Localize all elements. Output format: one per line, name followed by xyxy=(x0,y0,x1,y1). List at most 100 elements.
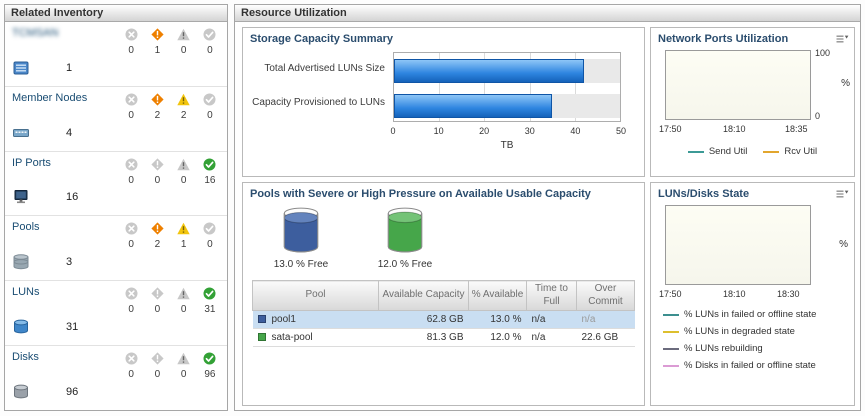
lun-icon xyxy=(12,319,30,335)
pool-table-row[interactable]: sata-pool 81.3 GB 12.0 % n/a 22.6 GB xyxy=(252,328,635,347)
y-tick: 0 xyxy=(815,111,821,121)
y-axis-label: % xyxy=(839,239,848,250)
inventory-row-luns[interactable]: LUNs 31 0 0 0 31 xyxy=(5,281,227,347)
status-warning: 0 xyxy=(171,158,197,214)
inventory-row-pools[interactable]: Pools 3 0 2 1 0 xyxy=(5,216,227,282)
luns-disks-chart: % 17:50 18:10 18:30 % LUNs in failed or … xyxy=(651,203,854,401)
legend-line-swatch xyxy=(763,150,780,153)
resource-utilization-header: Resource Utilization xyxy=(235,5,860,22)
pool-gauge: 12.0 % Free xyxy=(363,205,447,270)
legend-item-disks-failed: % Disks in failed or offline state xyxy=(663,360,816,371)
warning-icon xyxy=(177,93,190,106)
inventory-count: 31 xyxy=(66,321,79,334)
column-header-over-commit[interactable]: Over Commit xyxy=(576,280,635,311)
inventory-item-label[interactable]: IP Ports xyxy=(12,156,51,169)
gridline xyxy=(574,53,576,121)
inventory-row-disks[interactable]: Disks 96 0 0 0 96 xyxy=(5,346,227,410)
luns-disks-state-box: LUNs/Disks State % 17:50 18:10 18:30 % L… xyxy=(650,182,855,406)
column-header-available-capacity[interactable]: Available Capacity xyxy=(378,280,469,311)
critical-icon xyxy=(125,93,138,106)
x-axis-label: TB xyxy=(500,140,514,151)
inventory-item-label[interactable]: Disks xyxy=(12,351,39,364)
legend-label: Rcv Util xyxy=(784,146,818,157)
chart-options-icon[interactable] xyxy=(835,33,849,45)
status-count: 0 xyxy=(180,174,187,186)
critical-icon xyxy=(125,222,138,235)
legend-label: % LUNs in degraded state xyxy=(684,326,795,337)
inventory-item-label[interactable]: TCMSAN xyxy=(12,27,59,39)
pool-table-row[interactable]: pool1 62.8 GB 13.0 % n/a n/a xyxy=(252,310,635,329)
status-count: 0 xyxy=(128,45,134,56)
pool-capacity-cylinder-icon xyxy=(387,207,423,253)
status-count: 0 xyxy=(207,109,213,121)
legend-label: % LUNs rebuilding xyxy=(684,343,763,354)
status-count: 0 xyxy=(128,304,134,316)
normal-icon xyxy=(203,158,216,171)
normal-icon xyxy=(203,352,216,365)
warning-icon xyxy=(177,287,190,300)
box-title: LUNs/Disks State xyxy=(658,188,750,200)
column-header-pct-available[interactable]: % Available xyxy=(468,280,527,311)
bar-total-advertised-luns-size xyxy=(394,58,584,83)
status-count: 0 xyxy=(154,304,161,316)
inventory-item-label[interactable]: Pools xyxy=(12,221,40,234)
inventory-row-ip-ports[interactable]: IP Ports 16 0 0 0 16 xyxy=(5,152,227,217)
line-chart-plot-area xyxy=(665,50,811,120)
major-icon xyxy=(151,28,164,41)
normal-icon xyxy=(203,222,216,235)
pool-name-cell: sata-pool xyxy=(252,328,379,347)
status-critical: 0 xyxy=(118,222,144,278)
column-header-pool[interactable]: Pool xyxy=(252,280,379,311)
pool-name: sata-pool xyxy=(271,332,313,343)
gauge-label: 13.0 % Free xyxy=(273,259,329,270)
bar-chart-plot-area xyxy=(393,52,621,122)
x-tick: 10 xyxy=(433,126,444,136)
status-count: 0 xyxy=(180,45,187,56)
status-normal: 0 xyxy=(197,28,223,84)
related-inventory-list: TCMSAN 1 0 1 0 0 Member Nodes xyxy=(5,22,227,410)
x-axis-ticks: 0 10 20 30 40 50 xyxy=(390,126,626,138)
status-count: 96 xyxy=(204,369,216,381)
normal-icon xyxy=(203,93,216,106)
legend-line-swatch xyxy=(663,313,679,316)
status-warning: 0 xyxy=(171,28,197,84)
inventory-item-label[interactable]: Member Nodes xyxy=(12,91,88,104)
major-icon xyxy=(151,158,164,171)
inventory-row-storage-system[interactable]: TCMSAN 1 0 1 0 0 xyxy=(5,22,227,87)
status-count: 0 xyxy=(128,109,134,121)
gridline xyxy=(529,53,531,121)
bar-category-label: Total Advertised LUNs Size xyxy=(264,63,385,74)
x-tick: 20 xyxy=(479,126,490,136)
major-icon xyxy=(151,222,164,235)
bar-track xyxy=(394,93,620,118)
critical-icon xyxy=(125,28,138,41)
inventory-item-label[interactable]: LUNs xyxy=(12,286,40,299)
chart-legend: Send Util Rcv Util xyxy=(651,146,854,157)
warning-icon xyxy=(177,28,190,41)
resource-utilization-panel: Resource Utilization Storage Capacity Su… xyxy=(234,4,861,411)
x-tick: 18:35 xyxy=(785,124,808,134)
status-major: 0 xyxy=(144,158,170,214)
x-tick: 18:10 xyxy=(723,124,746,134)
inventory-count: 16 xyxy=(66,191,79,204)
status-major: 2 xyxy=(144,93,170,149)
warning-icon xyxy=(177,352,190,365)
legend-line-swatch xyxy=(663,347,679,350)
status-critical: 0 xyxy=(118,93,144,149)
chart-options-icon[interactable] xyxy=(835,188,849,200)
status-count: 16 xyxy=(204,174,216,186)
status-count: 2 xyxy=(180,109,187,121)
network-ports-utilization-box: Network Ports Utilization 100 0 % 17:50 … xyxy=(650,27,855,177)
box-title: Storage Capacity Summary xyxy=(250,33,394,45)
status-count: 2 xyxy=(154,109,161,121)
legend-item-luns-degraded: % LUNs in degraded state xyxy=(663,326,816,337)
available-capacity-cell: 81.3 GB xyxy=(378,328,469,347)
inventory-row-member-nodes[interactable]: Member Nodes 4 0 2 2 0 xyxy=(5,87,227,152)
x-tick: 40 xyxy=(570,126,581,136)
status-count: 2 xyxy=(154,239,161,251)
time-to-full-cell: n/a xyxy=(526,310,577,329)
ip-port-icon xyxy=(12,189,30,205)
column-header-time-to-full[interactable]: Time to Full xyxy=(526,280,577,311)
status-count: 0 xyxy=(154,369,161,381)
